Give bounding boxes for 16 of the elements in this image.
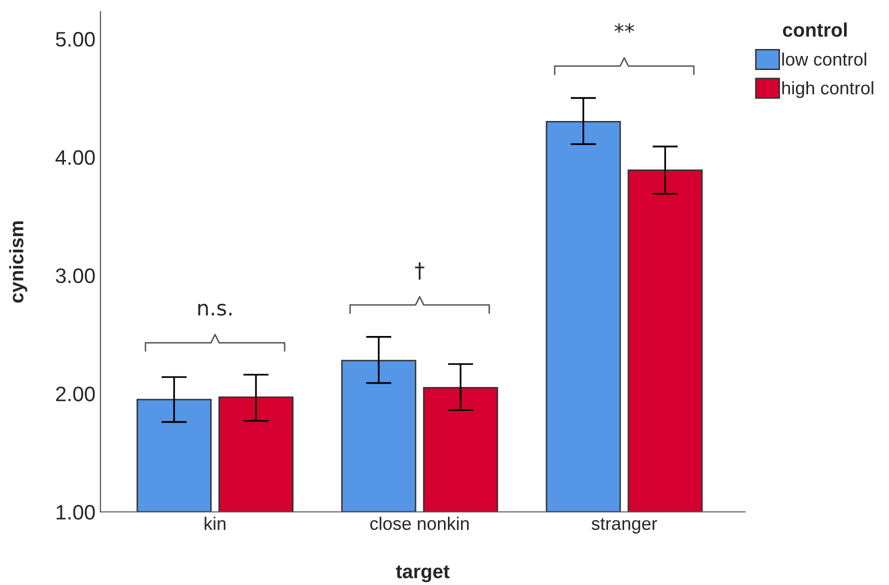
legend-title: control [782, 22, 847, 37]
legend-label: high control [782, 81, 874, 98]
x-tick-label: close nonkin [370, 516, 469, 530]
y-tick-label: 1.00 [56, 504, 95, 520]
annotation: ** [614, 23, 634, 33]
annotation: n.s. [198, 304, 232, 316]
legend-label: low control [782, 52, 866, 66]
x-axis-title: target [396, 565, 450, 582]
y-tick-label: 2.00 [56, 386, 95, 402]
y-tick-label: 5.00 [56, 32, 95, 47]
x-tick-label: stranger [592, 518, 658, 534]
y-tick-label: 4.00 [56, 150, 95, 165]
annotation: † [415, 262, 424, 280]
y-tick-label: 3.00 [56, 268, 95, 284]
x-tick-label: kin [204, 516, 226, 530]
y-axis-title: cynicism [9, 221, 28, 303]
